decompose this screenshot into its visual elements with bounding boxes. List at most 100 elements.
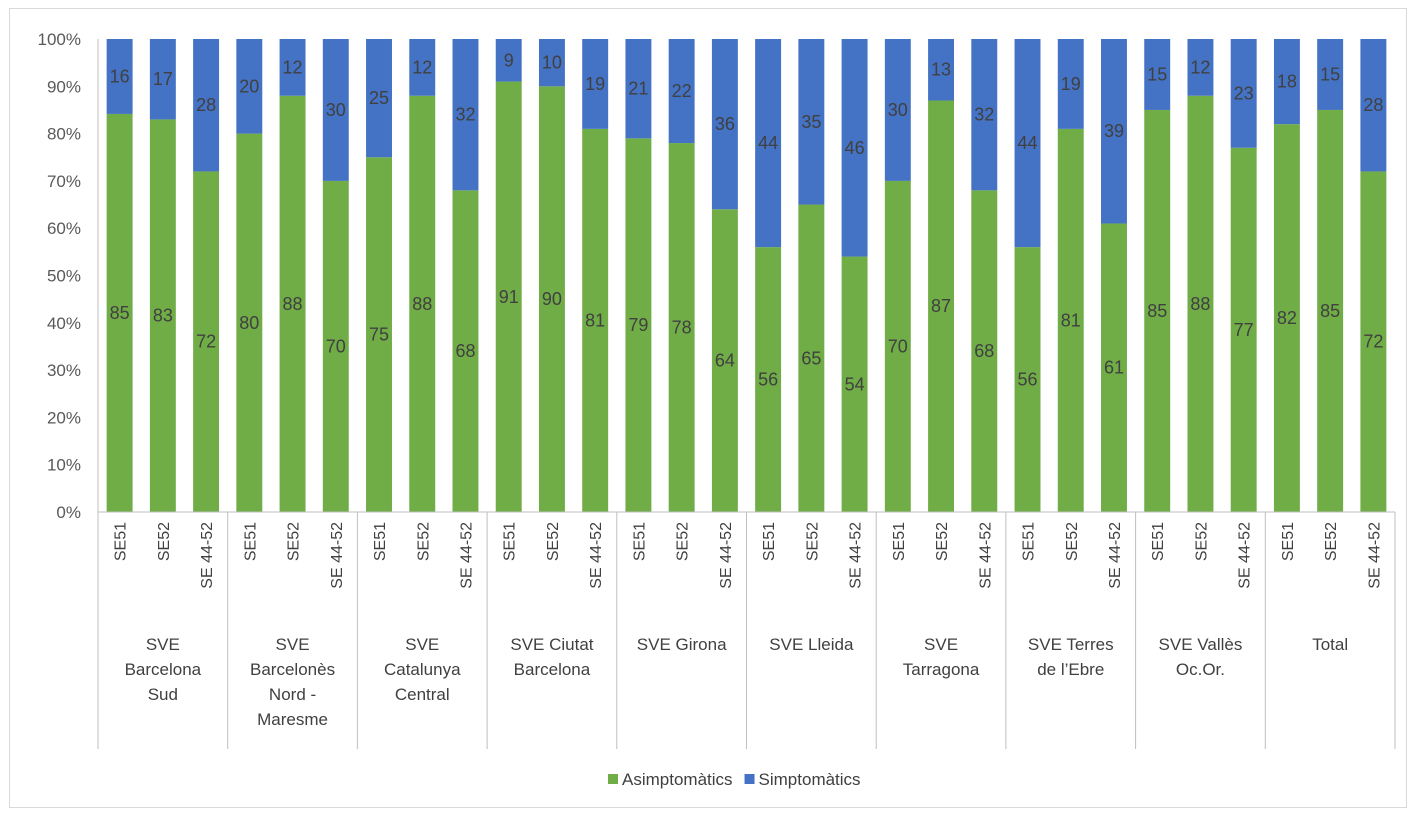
data-label-simptomatics: 10 [542,53,562,73]
x-tick-label: SE 44-52 [1237,522,1254,589]
data-label-asimptomatics: 61 [1104,358,1124,378]
bar-asimptomatics [582,128,609,512]
x-tick-label: SE 44-52 [199,522,216,589]
data-label-simptomatics: 23 [1234,83,1254,103]
group-label: SVE Vallès Oc.Or. [1159,635,1243,679]
bar-asimptomatics [884,180,911,512]
y-tick-label: 80% [47,125,81,144]
data-label-simptomatics: 46 [845,138,865,158]
bar-simptomatics [452,39,479,191]
group-label: SVE Lleida [769,635,854,654]
data-label-asimptomatics: 80 [239,313,259,333]
bar-asimptomatics [236,133,263,512]
x-tick-label: SE51 [502,522,519,561]
data-label-asimptomatics: 56 [758,370,778,390]
y-tick-label: 0% [56,503,81,522]
bar-simptomatics [1230,39,1257,148]
data-label-asimptomatics: 88 [283,294,303,314]
bar-simptomatics [1014,39,1041,248]
x-tick-label: SE52 [415,522,432,561]
bar-simptomatics [193,39,220,172]
data-label-simptomatics: 21 [628,79,648,99]
data-label-asimptomatics: 85 [1147,301,1167,321]
y-tick-label: 30% [47,361,81,380]
data-label-simptomatics: 30 [326,100,346,120]
chart-frame: 0% 10% 20% 30% 40% 50% 60% 70% 80% 90% 100% 85 16 83… [9,8,1407,808]
bar-simptomatics [1144,39,1171,110]
x-tick-label: SE51 [1280,522,1297,561]
group-label: SVE Barcelona Sud [125,635,202,704]
bar-simptomatics [409,39,436,96]
x-tick-label: SE51 [372,522,389,561]
x-tick-label: SE 44-52 [329,522,346,589]
bar-asimptomatics [279,95,306,512]
bar-simptomatics [1360,39,1387,172]
y-tick-label: 90% [47,77,81,96]
data-label-simptomatics: 19 [1061,74,1081,94]
data-label-asimptomatics: 77 [1234,320,1254,340]
data-labels: 8516831772288020881270307525881268329199… [110,50,1384,394]
bar-asimptomatics [668,143,695,512]
bar-asimptomatics [452,190,479,513]
data-label-asimptomatics: 64 [715,351,735,371]
data-label-simptomatics: 9 [504,50,514,70]
data-label-asimptomatics: 68 [974,341,994,361]
data-label-asimptomatics: 79 [628,315,648,335]
data-label-simptomatics: 15 [1147,64,1167,84]
bar-asimptomatics [322,180,349,512]
data-label-asimptomatics: 75 [369,325,389,345]
legend-swatch [744,774,755,784]
data-label-asimptomatics: 70 [326,336,346,356]
data-label-asimptomatics: 91 [499,287,519,307]
bar-asimptomatics [971,190,998,513]
y-tick-label: 10% [47,456,81,475]
data-label-simptomatics: 17 [153,69,173,89]
group-label: SVE Tarragona [903,635,980,679]
bar-simptomatics [495,39,522,82]
stacked-bar-chart: 0% 10% 20% 30% 40% 50% 60% 70% 80% 90% 100% 85 16 83… [38,30,1396,789]
bar-asimptomatics [495,81,522,512]
data-label-asimptomatics: 81 [1061,310,1081,330]
data-label-simptomatics: 19 [585,74,605,94]
data-label-simptomatics: 25 [369,88,389,108]
data-label-asimptomatics: 68 [455,341,475,361]
x-tick-label: SE 44-52 [588,522,605,589]
data-label-asimptomatics: 82 [1277,308,1297,328]
data-label-asimptomatics: 88 [412,294,432,314]
bar-simptomatics [1057,39,1084,129]
bar-asimptomatics [409,95,436,512]
y-axis: 0% 10% 20% 30% 40% 50% 60% 70% 80% 90% 100% [38,30,99,522]
bar-simptomatics [884,39,911,181]
data-label-asimptomatics: 85 [110,303,130,323]
data-label-asimptomatics: 54 [845,374,865,394]
data-label-simptomatics: 32 [974,105,994,125]
data-label-simptomatics: 20 [239,76,259,96]
y-tick-label: 100% [38,30,81,49]
bar-asimptomatics [1360,171,1387,512]
bar-asimptomatics [1230,147,1257,513]
data-label-simptomatics: 32 [455,105,475,125]
bar-simptomatics [1101,39,1127,224]
x-tick-label: SE51 [1021,522,1038,561]
x-axis: SE51 SE52 SE 44-52 SE51 SE52 SE 44-52 SE51 SE52… [97,511,1396,749]
x-tick-label: SE 44-52 [718,522,735,589]
x-tick-label: SE51 [1150,522,1167,561]
bar-asimptomatics [841,256,868,512]
bar-simptomatics [322,39,349,181]
bar-simptomatics [106,39,133,114]
bar-simptomatics [279,39,306,96]
x-tick-label: SE51 [761,522,778,561]
bar-asimptomatics [538,86,565,513]
bar-simptomatics [841,39,868,257]
x-tick-label: SE 44-52 [848,522,865,589]
y-tick-label: 70% [47,172,81,191]
data-label-asimptomatics: 72 [1363,332,1383,352]
x-tick-label: SE51 [113,522,130,561]
bar-asimptomatics [193,171,220,512]
data-label-simptomatics: 36 [715,114,735,134]
bar-asimptomatics [1057,128,1084,512]
bar-asimptomatics [1144,109,1171,512]
bar-asimptomatics [149,119,176,512]
data-label-simptomatics: 28 [196,95,216,115]
bar-asimptomatics [755,247,782,512]
